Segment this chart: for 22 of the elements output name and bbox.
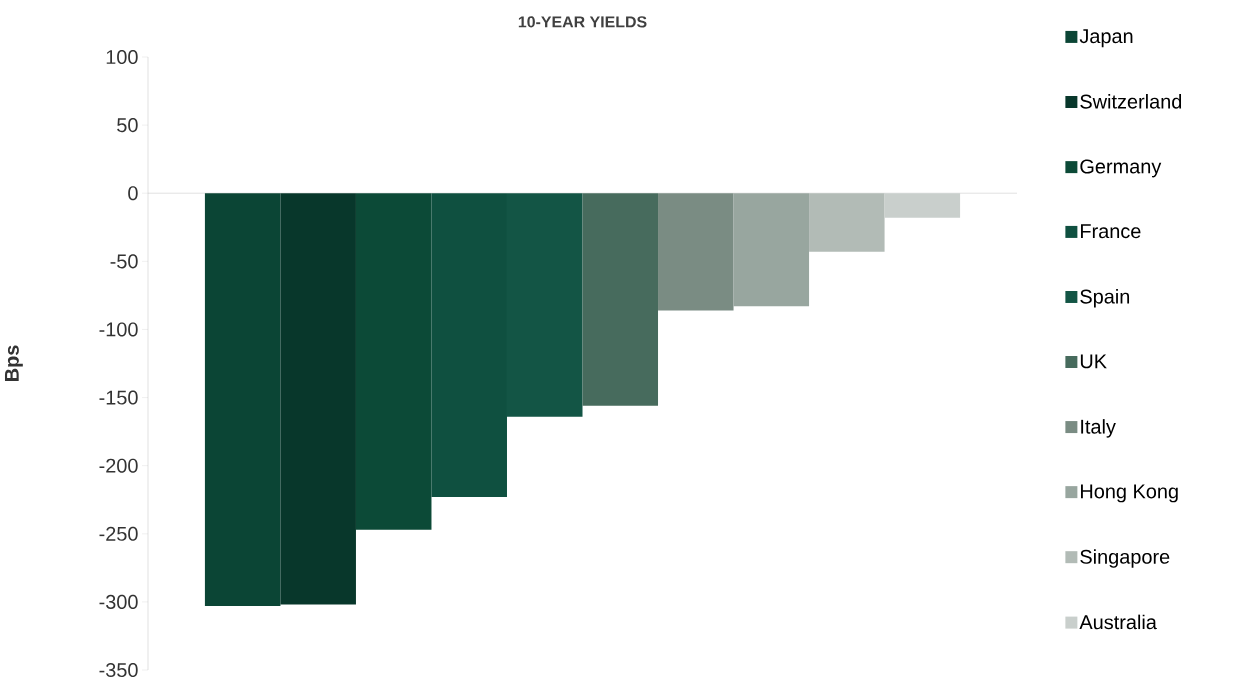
legend-label: Italy xyxy=(1081,419,1116,438)
y-tick-label: -50 xyxy=(110,254,138,269)
legend-label: UK xyxy=(1080,354,1107,369)
legend-label: Switzerland xyxy=(1080,94,1182,109)
y-tick-label: -350 xyxy=(99,662,138,678)
y-tick-label: -150 xyxy=(99,390,138,405)
y-tick-label: -100 xyxy=(99,322,138,337)
y-tick-label: 0 xyxy=(128,186,138,201)
y-tick-label: 50 xyxy=(117,118,138,133)
y-tick-label: -200 xyxy=(99,458,138,473)
y-axis-title: Bps xyxy=(4,345,23,381)
legend-label: Spain xyxy=(1080,289,1130,308)
legend-label: Hong Kong xyxy=(1081,484,1178,503)
legend-label: France xyxy=(1081,224,1141,239)
y-tick-label: 100 xyxy=(106,49,138,65)
chart-title: 10-YEAR YIELDS xyxy=(518,16,647,28)
y-tick-label: -300 xyxy=(99,594,138,609)
y-tick-label: -250 xyxy=(99,526,138,541)
legend-label: Australia xyxy=(1079,614,1157,630)
legend-label: Japan xyxy=(1079,29,1133,48)
legend-label: Singapore xyxy=(1080,549,1170,568)
legend-label: Germany xyxy=(1080,159,1162,178)
